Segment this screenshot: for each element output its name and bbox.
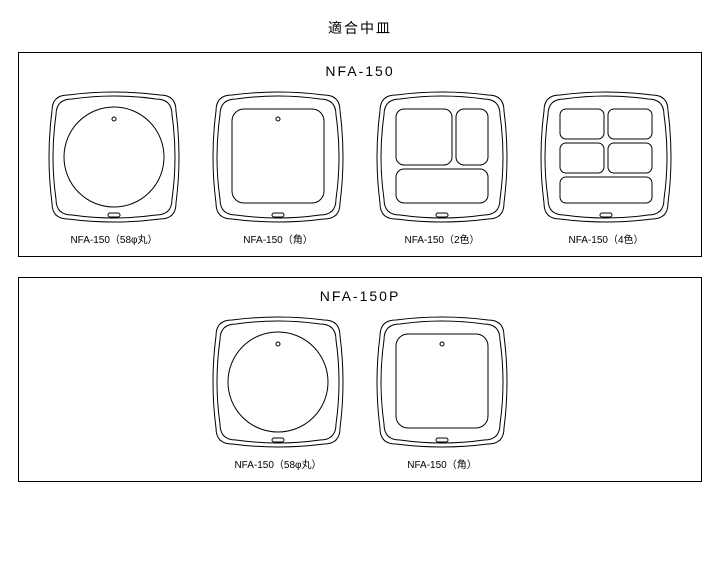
tray-item: NFA-150（角） — [208, 87, 348, 254]
group-title: NFA-150P — [19, 288, 701, 304]
group-nfa-150p: NFA-150P NFA-150（58φ丸） NFA-150（角） — [18, 277, 702, 482]
tray-item: NFA-150（58φ丸） — [44, 87, 184, 254]
tray-item: NFA-150（角） — [372, 312, 512, 479]
tray-caption: NFA-150（4色） — [568, 231, 643, 246]
tray-caption: NFA-150（角） — [243, 231, 312, 246]
tray-square-icon — [372, 312, 512, 452]
group-row: NFA-150（58φ丸） NFA-150（角） — [19, 312, 701, 479]
tray-caption: NFA-150（58φ丸） — [70, 231, 157, 246]
tray-item: NFA-150（58φ丸） — [208, 312, 348, 479]
tray-caption: NFA-150（角） — [407, 456, 476, 471]
tray-circle-icon — [208, 312, 348, 452]
group-nfa-150: NFA-150 NFA-150（58φ丸） NFA-150（角） NFA-150… — [18, 52, 702, 257]
group-row: NFA-150（58φ丸） NFA-150（角） NFA-150（2色） NFA… — [19, 87, 701, 254]
tray-square-icon — [208, 87, 348, 227]
tray-item: NFA-150（4色） — [536, 87, 676, 254]
tray-circle-icon — [44, 87, 184, 227]
tray-two-icon — [372, 87, 512, 227]
group-title: NFA-150 — [19, 63, 701, 79]
page-title: 適合中皿 — [0, 0, 720, 52]
tray-caption: NFA-150（2色） — [404, 231, 479, 246]
tray-four-icon — [536, 87, 676, 227]
tray-item: NFA-150（2色） — [372, 87, 512, 254]
tray-caption: NFA-150（58φ丸） — [234, 456, 321, 471]
